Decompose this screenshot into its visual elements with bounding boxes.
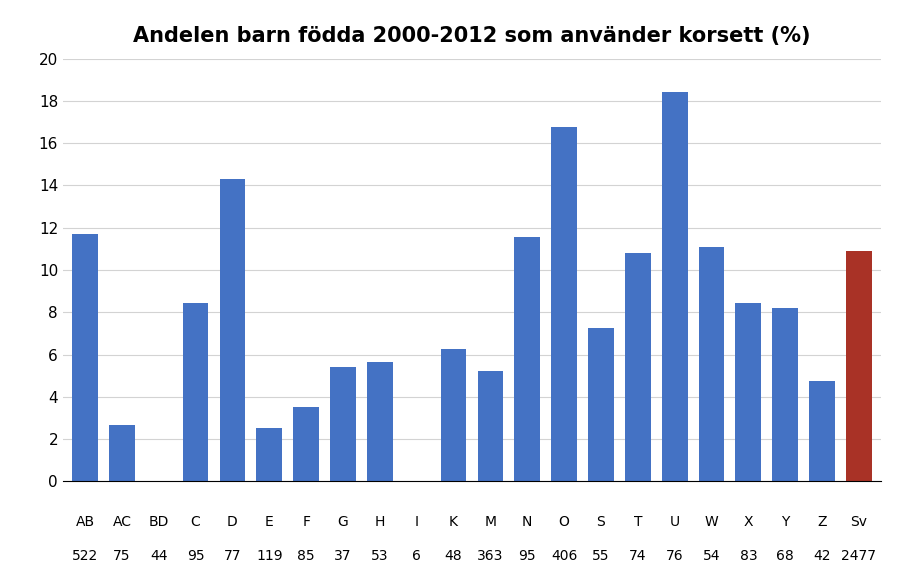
Bar	[72, 234, 98, 481]
Text: Y: Y	[781, 515, 789, 529]
Bar	[256, 428, 282, 481]
Bar	[772, 309, 798, 481]
Text: O: O	[558, 515, 570, 529]
Text: 77: 77	[224, 549, 241, 563]
Text: 85: 85	[298, 549, 315, 563]
Text: 522: 522	[72, 549, 98, 563]
Text: E: E	[265, 515, 273, 529]
Text: AB: AB	[76, 515, 94, 529]
Text: 48: 48	[445, 549, 462, 563]
Text: I: I	[414, 515, 419, 529]
Text: C: C	[191, 515, 200, 529]
Bar	[735, 303, 761, 481]
Text: 44: 44	[150, 549, 167, 563]
Bar	[809, 381, 835, 481]
Text: Z: Z	[817, 515, 827, 529]
Bar	[293, 407, 319, 481]
Text: D: D	[227, 515, 238, 529]
Bar	[441, 349, 467, 481]
Bar	[477, 371, 503, 481]
Bar	[219, 180, 245, 481]
Text: X: X	[743, 515, 753, 529]
Text: 95: 95	[519, 549, 536, 563]
Text: 75: 75	[113, 549, 130, 563]
Text: 363: 363	[477, 549, 503, 563]
Text: K: K	[449, 515, 458, 529]
Text: N: N	[522, 515, 532, 529]
Bar	[330, 367, 356, 481]
Bar	[551, 127, 577, 481]
Text: T: T	[634, 515, 642, 529]
Text: AC: AC	[112, 515, 131, 529]
Text: 54: 54	[703, 549, 720, 563]
Bar	[109, 425, 135, 481]
Text: S: S	[597, 515, 605, 529]
Text: 55: 55	[592, 549, 610, 563]
Text: 6: 6	[413, 549, 421, 563]
Bar	[662, 92, 688, 481]
Text: 83: 83	[740, 549, 757, 563]
Text: G: G	[338, 515, 349, 529]
Text: U: U	[670, 515, 680, 529]
Text: 68: 68	[777, 549, 794, 563]
Text: 76: 76	[666, 549, 683, 563]
Text: Sv: Sv	[850, 515, 868, 529]
Text: 95: 95	[187, 549, 204, 563]
Text: F: F	[302, 515, 310, 529]
Bar	[588, 328, 614, 481]
Text: W: W	[705, 515, 718, 529]
Text: 37: 37	[334, 549, 352, 563]
Bar	[846, 251, 872, 481]
Text: 42: 42	[814, 549, 831, 563]
Text: 2477: 2477	[841, 549, 877, 563]
Text: 406: 406	[551, 549, 577, 563]
Text: 74: 74	[629, 549, 646, 563]
Text: M: M	[485, 515, 496, 529]
Text: 119: 119	[256, 549, 282, 563]
Text: H: H	[375, 515, 385, 529]
Bar	[367, 362, 393, 481]
Bar	[625, 253, 651, 481]
Text: 53: 53	[371, 549, 388, 563]
Bar	[699, 247, 725, 481]
Title: Andelen barn födda 2000-2012 som använder korsett (%): Andelen barn födda 2000-2012 som använde…	[133, 26, 811, 46]
Bar	[182, 303, 209, 481]
Text: BD: BD	[148, 515, 169, 529]
Bar	[514, 237, 540, 481]
